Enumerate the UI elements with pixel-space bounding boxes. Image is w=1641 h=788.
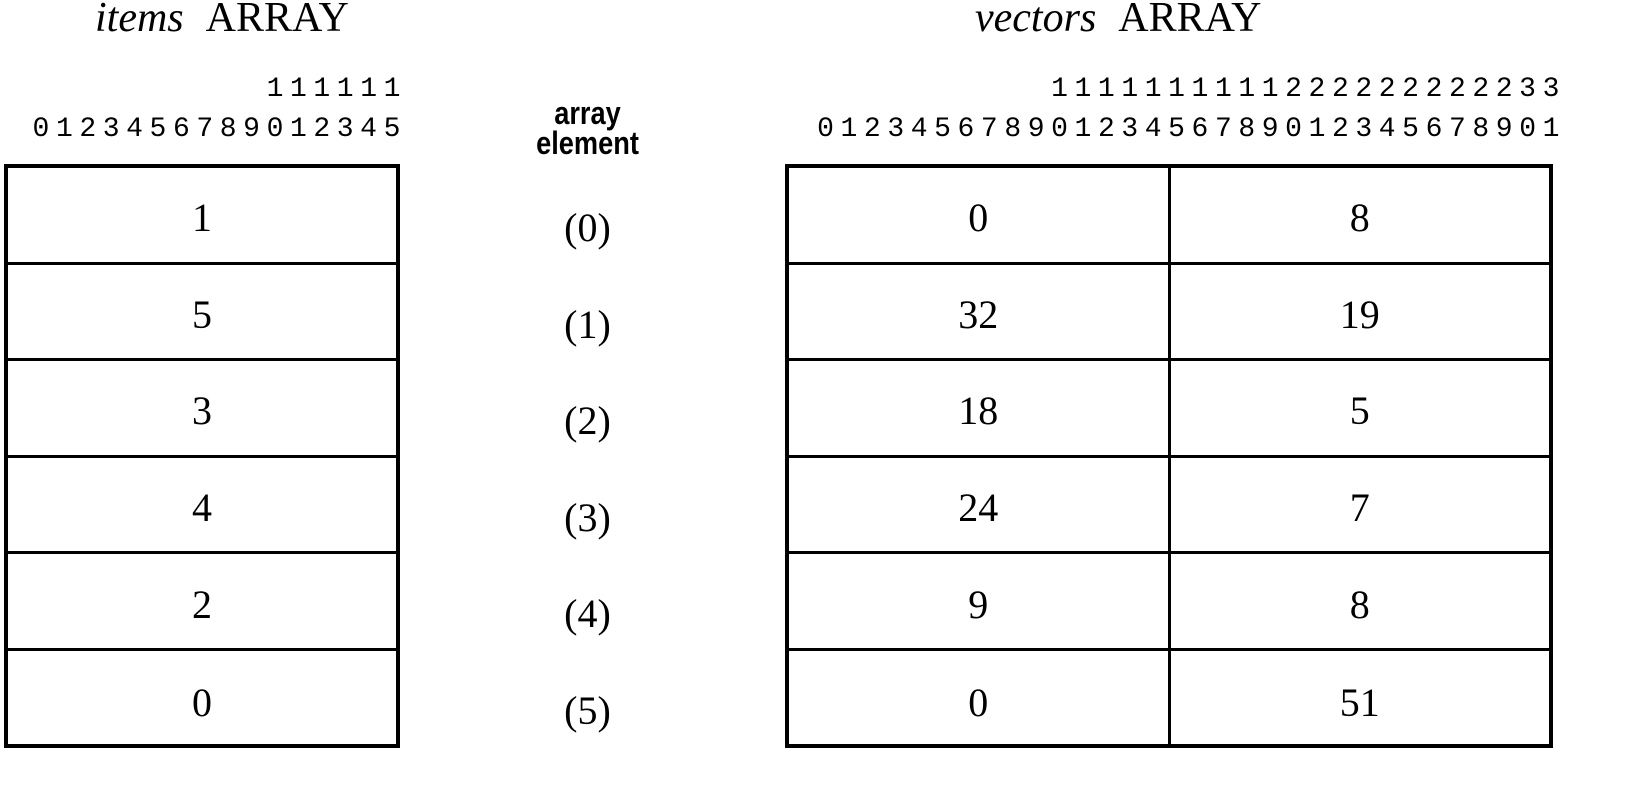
array-element-index: (5) bbox=[564, 688, 611, 733]
array-element-index: (2) bbox=[564, 398, 611, 444]
vectors-cell: 7 bbox=[1167, 457, 1550, 552]
items-row: 2 bbox=[8, 554, 396, 651]
vectors-cell: 32 bbox=[958, 291, 999, 337]
items-row: 5 bbox=[8, 265, 396, 362]
items-table: 1 5 3 4 2 0 bbox=[4, 164, 400, 748]
vectors-cell: 5 bbox=[1167, 361, 1550, 455]
items-bit-ruler-tens: 111111 bbox=[266, 74, 407, 105]
items-cell: 2 bbox=[192, 581, 212, 627]
vectors-cell: 9 bbox=[968, 581, 989, 627]
array-element-index: (4) bbox=[564, 591, 611, 637]
items-row: 4 bbox=[8, 458, 396, 555]
array-element-index: (1) bbox=[564, 301, 611, 347]
array-element-index: (0) bbox=[564, 205, 611, 250]
vectors-cell: 19 bbox=[1167, 264, 1550, 359]
items-bit-ruler-units: 0123456789012345 bbox=[32, 114, 407, 145]
items-row: 1 bbox=[8, 168, 396, 265]
vectors-bit-ruler-units: 01234567890123456789012345678901 bbox=[817, 114, 1566, 145]
vectors-title: vectors ARRAY bbox=[975, 0, 1261, 42]
vectors-cell: 24 bbox=[958, 485, 999, 531]
array-element-index: (3) bbox=[564, 494, 611, 540]
vectors-cell: 51 bbox=[1167, 650, 1550, 748]
items-title: items ARRAY bbox=[95, 0, 349, 42]
vectors-cell: 0 bbox=[968, 679, 989, 725]
items-cell: 4 bbox=[192, 485, 212, 531]
items-cell: 0 bbox=[192, 679, 212, 725]
vectors-row: 0 51 bbox=[789, 650, 1550, 748]
vectors-cell: 8 bbox=[1167, 168, 1550, 262]
vectors-table: 0 8 32 19 18 5 24 7 9 8 0 51 bbox=[785, 164, 1553, 748]
items-cell: 5 bbox=[192, 291, 212, 337]
items-name: items bbox=[95, 0, 184, 41]
vectors-cell: 0 bbox=[968, 195, 989, 241]
array-element-label: array element bbox=[513, 95, 662, 161]
vectors-type: ARRAY bbox=[1118, 0, 1262, 41]
items-type: ARRAY bbox=[205, 0, 349, 41]
items-cell: 3 bbox=[192, 388, 212, 434]
vectors-bit-ruler-tens: 1111111111222222222233 bbox=[1051, 74, 1566, 105]
vectors-row: 32 19 bbox=[789, 264, 1550, 362]
items-cell: 1 bbox=[192, 195, 212, 241]
vectors-cell: 18 bbox=[958, 388, 999, 434]
label-line-2: element bbox=[536, 125, 639, 161]
items-row: 3 bbox=[8, 361, 396, 458]
vectors-cell: 8 bbox=[1167, 554, 1550, 648]
items-row: 0 bbox=[8, 651, 396, 748]
label-line-1: array bbox=[554, 95, 621, 131]
vectors-row: 18 5 bbox=[789, 361, 1549, 458]
vectors-name: vectors bbox=[975, 0, 1097, 41]
vectors-row: 24 7 bbox=[789, 457, 1550, 555]
